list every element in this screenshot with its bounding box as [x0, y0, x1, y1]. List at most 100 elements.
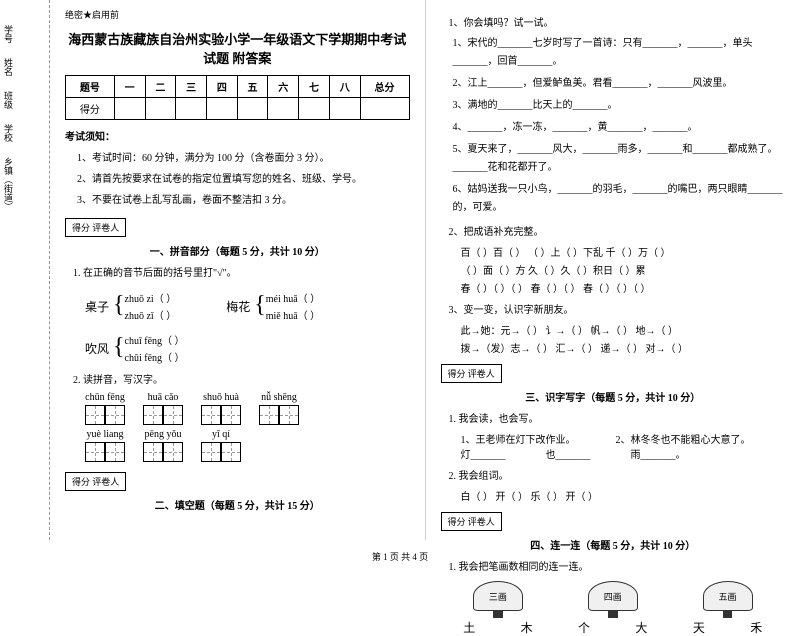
fill-line: 1、宋代的_______七岁时写了一首诗：只有_______，_______，单…	[453, 35, 786, 71]
td[interactable]	[176, 98, 207, 120]
th: 总分	[360, 76, 409, 98]
sentence: 1、王老师在灯下改作业。	[461, 431, 576, 446]
td[interactable]	[360, 98, 409, 120]
flower-row: 三画 四画 五画	[441, 581, 786, 611]
pinyin-group: 桌子 { zhuō zi（ ） zhuō zǐ（ ）	[85, 289, 176, 323]
pinyin-group: 吹风 { chuī fēng（ ） chūi fēng（ ）	[85, 331, 410, 365]
pinyin-opt: zhuō zi（ ）	[125, 290, 177, 305]
section-1-title: 一、拼音部分（每题 5 分，共计 10 分）	[65, 243, 410, 258]
sidebar-label: 班级	[2, 91, 15, 109]
char-item: pēng yǒu	[143, 429, 183, 462]
td[interactable]	[237, 98, 268, 120]
th: 一	[114, 76, 145, 98]
td[interactable]	[329, 98, 360, 120]
sentence: 2、林冬冬也不能粗心大意了。	[616, 431, 751, 446]
right-column: 1、你会填吗？试一试。 1、宋代的_______七岁时写了一首诗：只有_____…	[426, 0, 800, 540]
notice-item: 1、考试时间：60 分钟，满分为 100 分（含卷面分 3 分）。	[77, 149, 410, 164]
q: 3、变一变，认识字新朋友。	[449, 301, 786, 316]
td[interactable]	[206, 98, 237, 120]
pinyin-opt: chūi fēng（ ）	[125, 349, 185, 364]
th: 题号	[66, 76, 115, 98]
pinyin-opt: zhuō zǐ（ ）	[125, 307, 177, 322]
flower-icon: 四画	[588, 581, 638, 611]
sidebar-label: 姓名	[2, 58, 15, 76]
pinyin-opt: chuī fēng（ ）	[125, 332, 185, 347]
change-row: 拨→（发）志→（ ） 汇→（ ） 递→（ ） 对→（ ）	[461, 340, 786, 355]
pinyin-opt: miě huā（ ）	[266, 307, 320, 322]
pinyin-group: 梅花 { méi huā（ ） miě huā（ ）	[226, 289, 320, 323]
fill-line: 5、夏天来了，_______风大，_______雨多，_______和_____…	[453, 141, 786, 177]
td[interactable]	[268, 98, 299, 120]
th: 七	[299, 76, 330, 98]
td[interactable]	[145, 98, 176, 120]
char-item: shuō huà	[201, 392, 241, 425]
idiom-row: （ ）面（ ）方 久（ ）久（ ）积日（ ）累	[461, 262, 786, 277]
notice-item: 2、请首先按要求在试卷的指定位置填写您的姓名、班级、学号。	[77, 170, 410, 185]
section-3-title: 三、识字写字（每题 5 分，共计 10 分）	[441, 389, 786, 404]
char: 天	[693, 619, 705, 636]
char: 大	[635, 619, 647, 636]
brace-icon: {	[113, 338, 125, 357]
char-list: 土 木 个 大 天 禾	[441, 619, 786, 636]
q: 1、你会填吗？试一试。	[449, 14, 786, 29]
fill-line: 4、_______，冻一冻，_______，黄_______，_______。	[453, 119, 786, 137]
td: 得分	[66, 98, 115, 120]
char-item: yuè liang	[85, 429, 125, 462]
th: 三	[176, 76, 207, 98]
pinyin-opt: méi huā（ ）	[266, 290, 320, 305]
pinyin-label: 梅花	[226, 298, 250, 315]
char: 禾	[750, 619, 762, 636]
pinyin-label: 桌子	[85, 298, 109, 315]
char-item: chūn fēng	[85, 392, 125, 425]
char: 木	[521, 619, 533, 636]
char: 个	[578, 619, 590, 636]
section-2-title: 二、填空题（每题 5 分，共计 15 分）	[65, 497, 410, 512]
th: 二	[145, 76, 176, 98]
word-blank: 雨_______。	[631, 446, 686, 461]
page-footer: 第 1 页 共 4 页	[0, 550, 800, 563]
word-blank: 也_______	[546, 446, 591, 461]
exam-title: 海西蒙古族藏族自治州实验小学一年级语文下学期期中考试试题 附答案	[65, 29, 410, 67]
q2: 2. 读拼音，写汉字。	[73, 371, 410, 386]
q1: 1. 在正确的音节后面的括号里打"√"。	[73, 264, 410, 279]
pinyin-label: 吹风	[85, 340, 109, 357]
score-box: 得分 评卷人	[441, 512, 502, 531]
char-item: nǚ shēng	[259, 392, 299, 425]
th: 八	[329, 76, 360, 98]
char-item: yī qí	[201, 429, 241, 462]
th: 六	[268, 76, 299, 98]
flower-icon: 五画	[703, 581, 753, 611]
sidebar-label: 学号	[2, 25, 15, 43]
binding-sidebar: 学号 姓名 班级 学校 乡镇（街道）	[0, 0, 50, 540]
q: 2. 我会组词。	[449, 467, 786, 482]
flower-icon: 三画	[473, 581, 523, 611]
score-table: 题号 一 二 三 四 五 六 七 八 总分 得分	[65, 75, 410, 120]
sidebar-label: 乡镇（街道）	[2, 157, 15, 211]
score-box: 得分 评卷人	[65, 472, 126, 491]
change-row: 此→她：元→（ ） 讠→（ ） 帆→（ ） 地→（ ）	[461, 322, 786, 337]
notice-item: 3、不要在试卷上乱写乱画，卷面不整洁扣 3 分。	[77, 191, 410, 206]
brace-icon: {	[254, 296, 266, 315]
q: 2、把成语补充完整。	[449, 223, 786, 238]
th: 四	[206, 76, 237, 98]
idiom-row: 百（ ）百（ ） （ ）上（ ）下乱 千（ ）万（ ）	[461, 244, 786, 259]
q: 1. 我会读，也会写。	[449, 410, 786, 425]
char-item: huā cǎo	[143, 392, 183, 425]
td[interactable]	[299, 98, 330, 120]
idiom-row: 春（ ）（ ）（ ） 春（ ）（ ） 春（ ）（ ）（ ）	[461, 280, 786, 295]
word-row: 白（ ） 开（ ） 乐（ ） 开（ ）	[461, 488, 786, 503]
td[interactable]	[114, 98, 145, 120]
char: 土	[463, 619, 475, 636]
th: 五	[237, 76, 268, 98]
secret-label: 绝密★启用前	[65, 8, 410, 21]
score-box: 得分 评卷人	[441, 364, 502, 383]
score-box: 得分 评卷人	[65, 218, 126, 237]
notice-title: 考试须知：	[65, 128, 410, 143]
brace-icon: {	[113, 296, 125, 315]
left-column: 绝密★启用前 海西蒙古族藏族自治州实验小学一年级语文下学期期中考试试题 附答案 …	[50, 0, 426, 540]
sidebar-label: 学校	[2, 124, 15, 142]
word-blank: 灯_______	[461, 446, 506, 461]
fill-line: 2、江上_______，但爱鲈鱼美。君看_______，_______风波里。	[453, 75, 786, 93]
fill-line: 3、满地的_______比天上的_______。	[453, 97, 786, 115]
fill-line: 6、姑妈送我一只小鸟，_______的羽毛，_______的嘴巴，两只眼睛___…	[453, 181, 786, 217]
